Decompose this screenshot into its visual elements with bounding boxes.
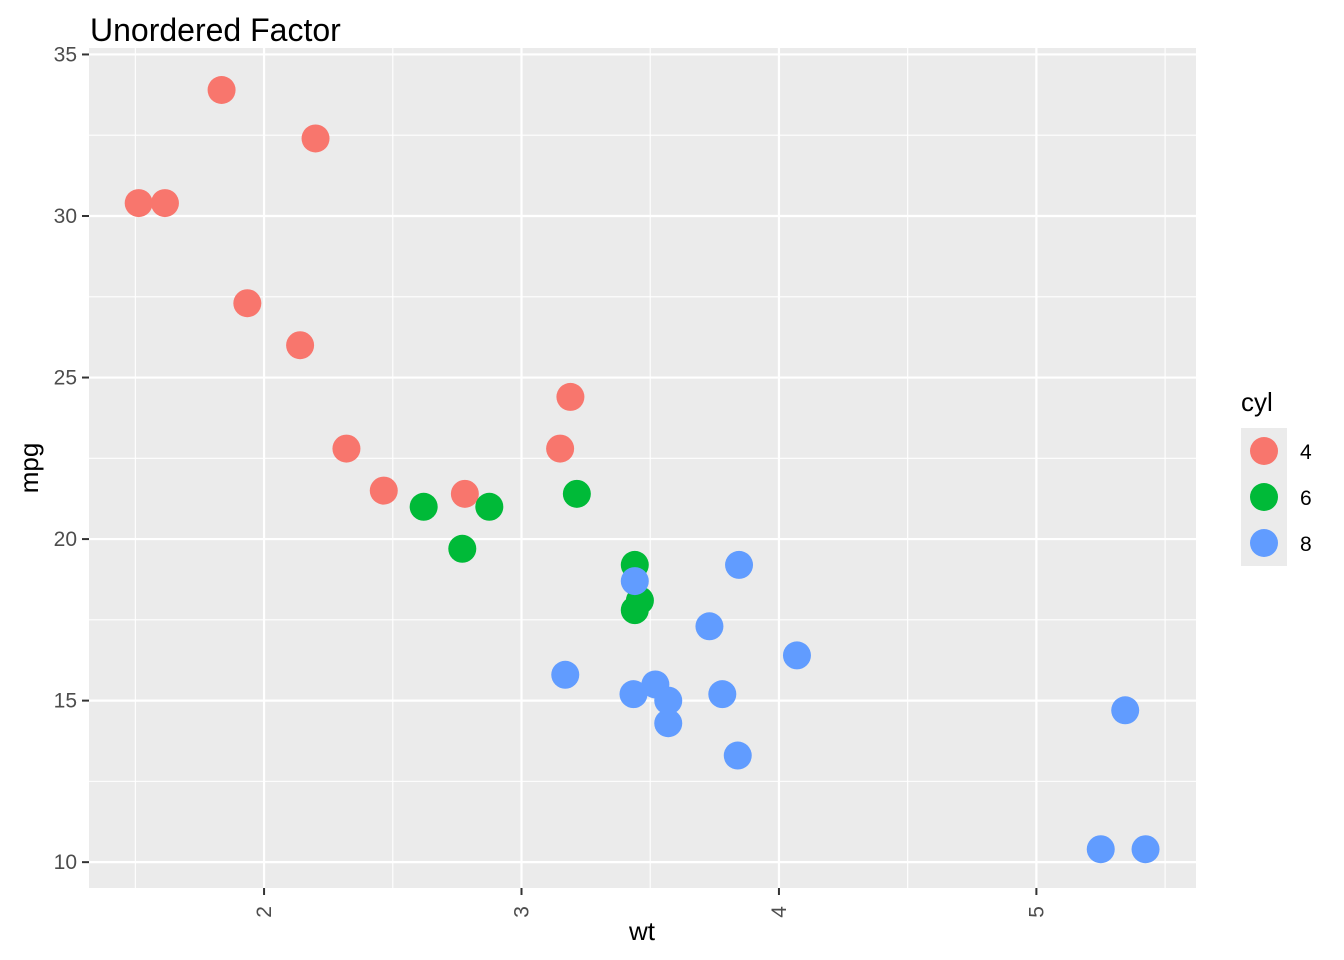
data-point-cyl-4 <box>207 76 236 104</box>
data-points <box>124 76 1160 864</box>
data-point-cyl-6 <box>620 596 649 625</box>
data-point-cyl-4 <box>233 289 262 318</box>
data-point-cyl-6 <box>448 534 477 563</box>
data-point-cyl-8 <box>620 567 649 596</box>
data-point-cyl-8 <box>782 641 811 670</box>
data-point-cyl-8 <box>551 660 580 689</box>
x-tick-label: 4 <box>768 906 791 918</box>
legend-key-cyl-6 <box>1250 483 1278 511</box>
data-point-cyl-8 <box>619 680 648 709</box>
data-point-cyl-4 <box>286 331 315 360</box>
major-gridlines <box>89 48 1196 888</box>
data-point-cyl-4 <box>124 189 153 218</box>
y-tick-label: 25 <box>54 367 77 390</box>
data-point-cyl-4 <box>150 189 179 218</box>
y-tick-label: 10 <box>54 851 77 874</box>
legend: cyl 4 6 8 <box>1241 387 1312 566</box>
data-point-cyl-4 <box>301 124 330 153</box>
data-point-cyl-8 <box>725 550 754 579</box>
x-axis: 2 3 4 5 <box>253 888 1048 918</box>
data-point-cyl-8 <box>708 680 737 709</box>
data-point-cyl-8 <box>1131 835 1160 864</box>
data-point-cyl-8 <box>1086 835 1115 864</box>
legend-label-cyl-6: 6 <box>1300 487 1312 510</box>
x-axis-title: wt <box>628 916 656 946</box>
data-point-cyl-8 <box>654 709 683 738</box>
data-point-cyl-4 <box>546 434 575 463</box>
y-tick-label: 35 <box>54 43 77 66</box>
data-point-cyl-8 <box>723 741 752 770</box>
data-point-cyl-6 <box>475 492 504 521</box>
y-axis: 10 15 20 25 30 35 <box>54 43 89 874</box>
y-tick-label: 30 <box>54 205 77 228</box>
legend-key-cyl-8 <box>1250 529 1278 557</box>
chart-title: Unordered Factor <box>90 12 341 48</box>
data-point-cyl-8 <box>1111 696 1140 725</box>
y-tick-label: 15 <box>54 690 77 713</box>
x-tick-label: 2 <box>253 906 276 918</box>
data-point-cyl-4 <box>556 382 585 411</box>
data-point-cyl-6 <box>409 492 438 521</box>
plot-panel <box>89 48 1196 888</box>
legend-key-cyl-4 <box>1250 437 1278 465</box>
x-tick-label: 3 <box>511 906 534 918</box>
data-point-cyl-6 <box>562 479 591 508</box>
data-point-cyl-4 <box>369 476 398 505</box>
legend-label-cyl-4: 4 <box>1300 441 1312 464</box>
legend-title: cyl <box>1241 387 1273 417</box>
data-point-cyl-4 <box>332 434 361 463</box>
data-point-cyl-8 <box>654 686 683 715</box>
minor-gridlines <box>89 48 1196 888</box>
y-axis-title: mpg <box>14 443 44 494</box>
x-tick-label: 5 <box>1025 906 1048 918</box>
data-point-cyl-8 <box>695 612 724 641</box>
data-point-cyl-4 <box>450 479 479 508</box>
legend-label-cyl-8: 8 <box>1300 533 1312 556</box>
y-tick-label: 20 <box>54 528 77 551</box>
